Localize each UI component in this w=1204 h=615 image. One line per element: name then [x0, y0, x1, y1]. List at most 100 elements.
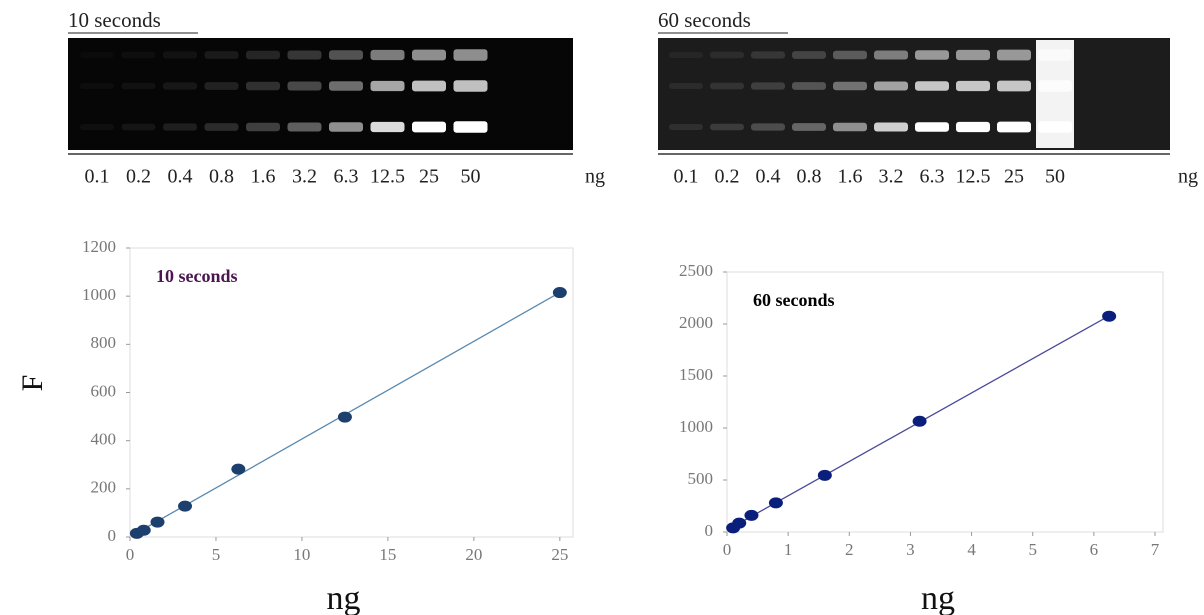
- gel-band: [454, 121, 488, 132]
- y-tick-label: 2500: [679, 261, 713, 280]
- gel-band: [710, 124, 744, 131]
- gel-band: [329, 81, 363, 91]
- gel-band: [915, 81, 949, 91]
- gel-band: [163, 82, 197, 89]
- x-tick-label: 3: [906, 540, 915, 559]
- gel-band: [874, 51, 908, 60]
- lane-label: 25: [419, 166, 439, 188]
- x-tick-label: 0: [723, 540, 732, 559]
- lane-label: 25: [1004, 166, 1024, 188]
- lane-label: 0.2: [715, 166, 740, 188]
- lane-label: 3.2: [879, 166, 904, 188]
- y-tick-label: 1500: [679, 365, 713, 384]
- gel-band: [329, 50, 363, 60]
- x-tick-label: 7: [1151, 540, 1160, 559]
- gel-band: [1036, 40, 1074, 148]
- gel-band: [288, 82, 322, 91]
- data-point: [231, 464, 245, 475]
- gel-band: [669, 83, 703, 89]
- gel-band: [205, 82, 239, 90]
- x-tick-label: 6: [1090, 540, 1099, 559]
- gel-band: [833, 82, 867, 90]
- gel-band: [205, 123, 239, 131]
- y-tick-label: 1000: [82, 285, 116, 304]
- gel-band: [956, 50, 990, 60]
- gel-band: [246, 123, 280, 131]
- gel-band: [792, 123, 826, 131]
- gel-band: [792, 82, 826, 90]
- gel-band: [122, 124, 156, 131]
- plot-frame: [130, 248, 573, 537]
- data-point: [1102, 311, 1116, 322]
- gel-band: [710, 52, 744, 59]
- gel-band: [874, 82, 908, 91]
- gel-band: [997, 81, 1031, 92]
- gel-band: [997, 50, 1031, 61]
- unit-label: ng: [585, 166, 605, 188]
- unit-label: ng: [1178, 166, 1198, 188]
- gel-band: [454, 49, 488, 60]
- y-tick-label: 1200: [82, 237, 116, 256]
- gel-band: [205, 51, 239, 59]
- gel-band: [371, 81, 405, 91]
- gel-band: [412, 122, 446, 133]
- y-tick-label: 400: [91, 430, 117, 449]
- data-point: [818, 470, 832, 481]
- data-point: [137, 525, 151, 536]
- lane-label: 1.6: [251, 166, 276, 188]
- gel-band: [122, 52, 156, 59]
- lane-label: 6.3: [334, 166, 359, 188]
- gel-band: [80, 52, 114, 58]
- gel-band: [915, 122, 949, 132]
- gel-band: [288, 123, 322, 132]
- gel-band: [80, 83, 114, 89]
- lane-label: 0.4: [168, 166, 193, 188]
- gel-band: [371, 122, 405, 132]
- gel-band: [833, 123, 867, 131]
- data-point: [732, 518, 746, 529]
- gel-band: [412, 81, 446, 92]
- gel-band: [997, 122, 1031, 133]
- x-tick-label: 2: [845, 540, 854, 559]
- lane-label: 12.5: [370, 166, 405, 188]
- gel-band: [792, 51, 826, 59]
- gel-band: [833, 51, 867, 59]
- gel-band: [80, 124, 114, 130]
- gel-band: [329, 122, 363, 132]
- lane-label: 1.6: [838, 166, 863, 188]
- gel-band: [915, 50, 949, 60]
- lane-label: 0.1: [674, 166, 699, 188]
- gel-band: [246, 51, 280, 59]
- gel-band: [454, 80, 488, 91]
- gel-band: [669, 52, 703, 58]
- lane-label: 50: [1045, 166, 1065, 188]
- y-axis-label: F: [16, 375, 49, 392]
- data-point: [151, 517, 165, 528]
- data-point: [178, 501, 192, 512]
- x-tick-label: 1: [784, 540, 793, 559]
- gel-band: [246, 82, 280, 90]
- x-tick-label: 5: [212, 545, 221, 564]
- gel-band: [288, 51, 322, 60]
- gel-band: [751, 82, 785, 89]
- y-tick-label: 600: [91, 381, 117, 400]
- x-tick-label: 15: [379, 545, 396, 564]
- lane-label: 0.8: [209, 166, 234, 188]
- y-tick-label: 500: [688, 469, 714, 488]
- x-axis-label: ng: [921, 580, 955, 615]
- data-point: [913, 416, 927, 427]
- x-axis-label: ng: [327, 580, 361, 615]
- x-tick-label: 20: [465, 545, 482, 564]
- lane-label: 0.8: [797, 166, 822, 188]
- lane-label: 0.4: [756, 166, 781, 188]
- gel-band: [412, 50, 446, 61]
- gel-band: [956, 122, 990, 132]
- y-tick-label: 0: [108, 526, 117, 545]
- figure: 10 seconds0.10.20.40.81.63.26.312.52550n…: [0, 0, 1204, 615]
- lane-label: 6.3: [920, 166, 945, 188]
- gel-band: [751, 51, 785, 58]
- gel-band: [122, 83, 156, 90]
- x-tick-label: 25: [551, 545, 568, 564]
- x-tick-label: 0: [126, 545, 135, 564]
- lane-label: 12.5: [956, 166, 991, 188]
